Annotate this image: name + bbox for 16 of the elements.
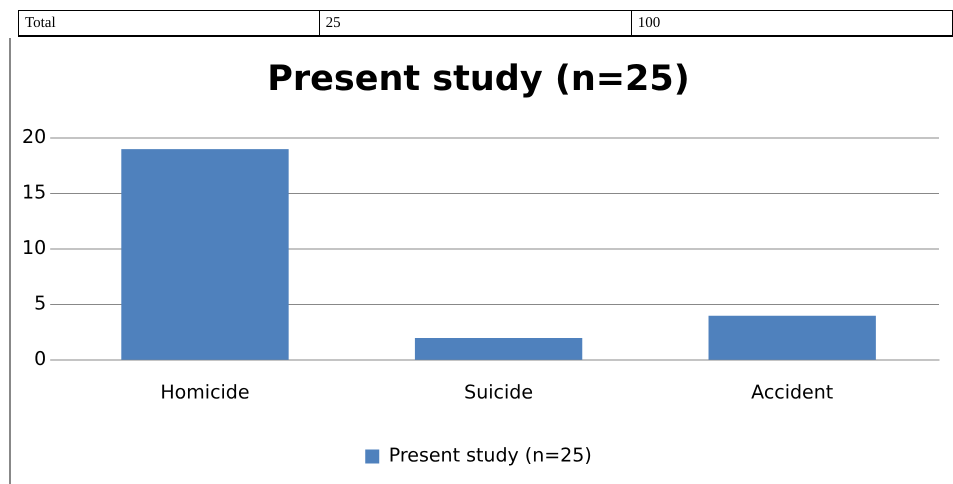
y-tick-label: 20 bbox=[22, 126, 46, 148]
y-tick-label: 0 bbox=[34, 348, 46, 370]
text: 25 bbox=[319, 10, 632, 36]
y-tick-label: 10 bbox=[22, 237, 46, 260]
y-tick-label: 15 bbox=[22, 181, 46, 204]
text: Total bbox=[18, 10, 320, 36]
x-tick-label: Suicide bbox=[464, 382, 534, 404]
bar bbox=[708, 316, 876, 360]
x-tick-label: Homicide bbox=[160, 382, 250, 404]
y-tick-label: 5 bbox=[34, 292, 46, 315]
x-tick-label: Accident bbox=[751, 382, 834, 404]
bar bbox=[121, 149, 289, 360]
text: 100 bbox=[631, 10, 952, 36]
legend-label: Present study (n=25) bbox=[388, 444, 592, 466]
bar bbox=[414, 338, 582, 360]
chart-title: Present study (n=25) bbox=[267, 59, 690, 100]
